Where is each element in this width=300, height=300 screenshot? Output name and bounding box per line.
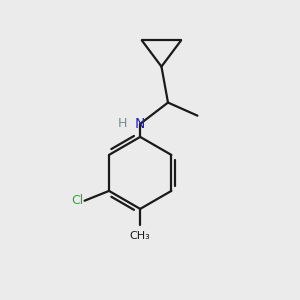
Text: H: H (118, 117, 127, 130)
Text: CH₃: CH₃ (130, 231, 151, 241)
Text: N: N (135, 117, 146, 131)
Text: Cl: Cl (71, 194, 83, 207)
